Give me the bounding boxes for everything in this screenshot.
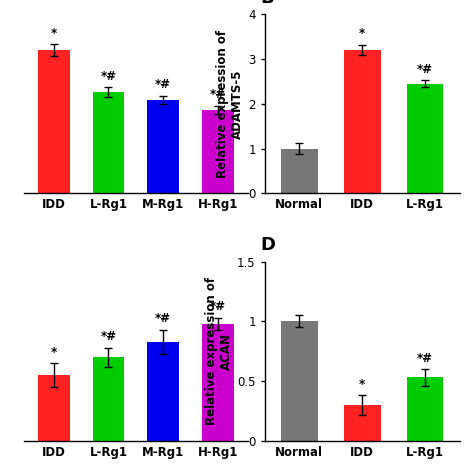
Bar bbox=[92, 357, 124, 441]
Text: *#: *# bbox=[100, 70, 117, 82]
Bar bbox=[147, 342, 179, 441]
Text: *: * bbox=[51, 27, 57, 40]
Text: *: * bbox=[359, 27, 365, 40]
Text: *#: *# bbox=[417, 63, 433, 76]
Bar bbox=[344, 405, 381, 441]
Text: *#: *# bbox=[100, 330, 117, 343]
Bar bbox=[407, 377, 443, 441]
Text: *#: *# bbox=[155, 312, 171, 325]
Bar bbox=[147, 100, 179, 193]
Text: *#: *# bbox=[417, 352, 433, 365]
Y-axis label: Relative expression of
ACAN: Relative expression of ACAN bbox=[205, 277, 233, 425]
Bar bbox=[407, 84, 443, 193]
Text: *: * bbox=[359, 378, 365, 391]
Bar bbox=[344, 50, 381, 193]
Text: *#: *# bbox=[210, 88, 226, 101]
Bar bbox=[38, 375, 70, 441]
Bar bbox=[281, 321, 318, 441]
Bar bbox=[92, 92, 124, 193]
Bar bbox=[202, 324, 234, 441]
Text: D: D bbox=[261, 237, 276, 255]
Bar bbox=[281, 149, 318, 193]
Text: *#: *# bbox=[210, 300, 226, 313]
Bar bbox=[38, 50, 70, 193]
Text: B: B bbox=[261, 0, 274, 7]
Y-axis label: Relative expression of
ADAMTS-5: Relative expression of ADAMTS-5 bbox=[216, 30, 244, 178]
Text: *#: *# bbox=[155, 78, 171, 91]
Bar bbox=[202, 110, 234, 193]
Text: *: * bbox=[51, 346, 57, 359]
